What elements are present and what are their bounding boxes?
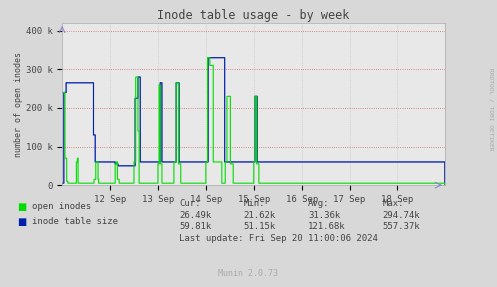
Text: 26.49k: 26.49k (179, 211, 211, 220)
Text: 59.81k: 59.81k (179, 222, 211, 231)
Text: Last update: Fri Sep 20 11:00:06 2024: Last update: Fri Sep 20 11:00:06 2024 (179, 234, 378, 243)
Text: RRDTOOL / TOBI OETIKER: RRDTOOL / TOBI OETIKER (488, 68, 493, 150)
Text: Avg:: Avg: (308, 199, 330, 208)
Text: Min:: Min: (244, 199, 265, 208)
Text: open inodes: open inodes (32, 202, 91, 211)
Text: 121.68k: 121.68k (308, 222, 346, 231)
Title: Inode table usage - by week: Inode table usage - by week (157, 9, 350, 22)
Text: 21.62k: 21.62k (244, 211, 276, 220)
Y-axis label: number of open inodes: number of open inodes (14, 52, 23, 156)
Text: 51.15k: 51.15k (244, 222, 276, 231)
Text: 557.37k: 557.37k (383, 222, 420, 231)
Text: Munin 2.0.73: Munin 2.0.73 (219, 269, 278, 278)
Text: Cur:: Cur: (179, 199, 200, 208)
Text: 31.36k: 31.36k (308, 211, 340, 220)
Text: ■: ■ (17, 217, 27, 227)
Text: Max:: Max: (383, 199, 404, 208)
Text: ■: ■ (17, 202, 27, 212)
Text: inode table size: inode table size (32, 217, 118, 226)
Text: 294.74k: 294.74k (383, 211, 420, 220)
